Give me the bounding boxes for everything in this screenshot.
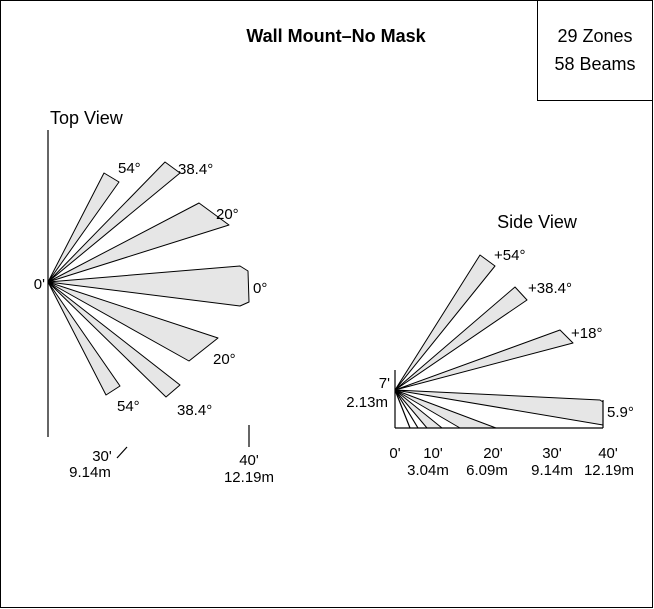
beam xyxy=(394,254,496,391)
beam xyxy=(394,329,574,391)
beam-line xyxy=(394,389,419,429)
beam xyxy=(47,265,250,307)
beam xyxy=(47,281,181,398)
beam-label: 38.4° xyxy=(177,402,212,419)
distance-meters: 12.19m xyxy=(224,469,274,486)
distance-feet: 20' xyxy=(483,445,503,462)
height-feet: 7' xyxy=(379,375,390,392)
beam xyxy=(47,172,120,283)
beam-label: 54° xyxy=(118,160,141,177)
distance-feet: 30' xyxy=(92,448,112,465)
beam-label: 20° xyxy=(216,206,239,223)
title: Wall Mount–No Mask xyxy=(246,26,426,46)
distance-meters: 9.14m xyxy=(69,464,111,481)
origin-label: 0' xyxy=(34,276,45,293)
beams-count: 58 Beams xyxy=(554,54,635,74)
top-view-label: Top View xyxy=(50,108,124,128)
beam-label: 20° xyxy=(213,351,236,368)
beam xyxy=(394,286,528,391)
beam-label: +54° xyxy=(494,247,525,264)
distance-meters: 6.09m xyxy=(466,462,508,479)
distance-meters: 9.14m xyxy=(531,462,573,479)
distance-meters: 12.19m xyxy=(584,462,634,479)
beam xyxy=(47,281,121,396)
beam xyxy=(47,281,219,362)
beam-label: +38.4° xyxy=(528,280,572,297)
beam-label: 54° xyxy=(117,398,140,415)
distance-feet: 40' xyxy=(598,445,618,462)
distance-feet: 10' xyxy=(423,445,443,462)
beam-line xyxy=(394,389,411,429)
distance-marker xyxy=(116,446,128,459)
distance-feet: 30' xyxy=(542,445,562,462)
distance-meters: 3.04m xyxy=(407,462,449,479)
beam-label: 5.9° xyxy=(607,404,634,421)
beam xyxy=(47,202,230,283)
height-meters: 2.13m xyxy=(346,394,388,411)
zones: 29 Zones xyxy=(557,26,632,46)
beam-label: +18° xyxy=(571,325,602,342)
beam xyxy=(47,161,181,283)
beam-label: 0° xyxy=(253,280,267,297)
beam-label: 38.4° xyxy=(178,161,213,178)
summary-box xyxy=(537,0,653,101)
top-beams xyxy=(47,161,250,398)
side-beams xyxy=(394,254,604,429)
distance-feet: 40' xyxy=(239,452,259,469)
distance-feet: 0' xyxy=(389,445,400,462)
side-view-label: Side View xyxy=(497,212,578,232)
